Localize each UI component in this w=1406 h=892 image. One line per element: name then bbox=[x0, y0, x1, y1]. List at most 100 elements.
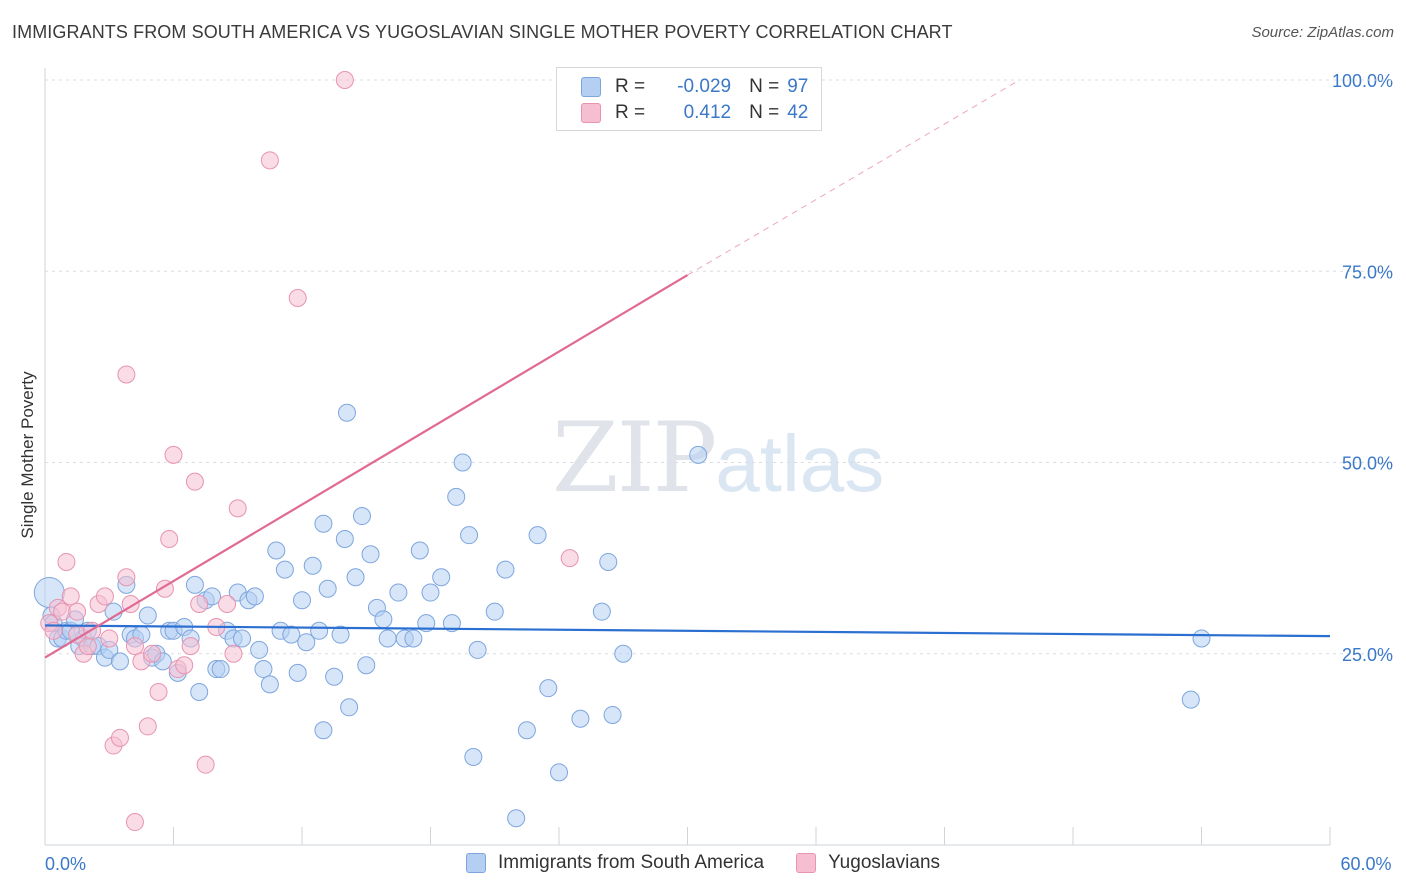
data-point bbox=[318, 579, 337, 598]
legend-swatch-pink bbox=[581, 103, 601, 123]
trend-line-yugoslavians bbox=[44, 274, 689, 659]
y-tick-label: 100.0% bbox=[1332, 71, 1393, 91]
data-point bbox=[539, 679, 558, 698]
data-point bbox=[185, 472, 204, 491]
data-point bbox=[164, 445, 183, 464]
series-legend-south-america[interactable]: Immigrants from South America bbox=[465, 852, 765, 874]
legend-n-label: N = bbox=[749, 76, 780, 97]
data-point bbox=[282, 625, 301, 644]
y-tick-label: 50.0% bbox=[1342, 454, 1393, 474]
data-point bbox=[447, 487, 466, 506]
watermark-zip: ZIP bbox=[552, 402, 717, 514]
data-point bbox=[340, 698, 359, 717]
data-point bbox=[421, 583, 440, 602]
data-point bbox=[53, 602, 72, 621]
data-point bbox=[507, 809, 526, 828]
data-point bbox=[293, 591, 311, 610]
data-point bbox=[410, 541, 429, 560]
data-point bbox=[125, 637, 144, 656]
data-point bbox=[464, 748, 483, 767]
data-point bbox=[117, 568, 136, 587]
trend-extension-yugoslavians bbox=[687, 79, 1020, 276]
data-point bbox=[468, 640, 487, 659]
x-tick-label: 60.0% bbox=[1340, 854, 1391, 874]
data-point bbox=[460, 526, 479, 545]
watermark: ZIPatlas bbox=[552, 402, 884, 514]
data-point bbox=[260, 151, 279, 170]
legend-n-value: 97 bbox=[787, 76, 809, 97]
data-point bbox=[592, 602, 611, 621]
data-point bbox=[250, 640, 269, 659]
data-point bbox=[374, 610, 393, 629]
legend-r-value: 0.412 bbox=[683, 102, 732, 123]
legend-n-label: N = bbox=[749, 102, 780, 123]
data-point bbox=[361, 545, 380, 564]
data-point bbox=[603, 705, 622, 724]
data-point bbox=[68, 602, 87, 621]
data-point bbox=[297, 633, 316, 652]
data-point bbox=[110, 652, 129, 671]
legend-row-yugoslavians: R = 0.412 N = 42 bbox=[581, 101, 808, 125]
legend-n-value: 42 bbox=[787, 102, 809, 123]
data-point bbox=[485, 602, 504, 621]
data-point bbox=[571, 709, 590, 728]
data-point bbox=[357, 656, 376, 675]
data-point bbox=[143, 644, 162, 663]
data-point bbox=[389, 583, 408, 602]
data-point bbox=[303, 556, 322, 575]
data-point bbox=[378, 629, 397, 648]
data-point bbox=[614, 644, 633, 663]
legend-r-value: -0.029 bbox=[677, 76, 732, 97]
data-point bbox=[245, 587, 264, 606]
data-point bbox=[100, 629, 119, 648]
data-point bbox=[314, 514, 333, 533]
data-point bbox=[496, 560, 515, 579]
chart-title: IMMIGRANTS FROM SOUTH AMERICA VS YUGOSLA… bbox=[12, 22, 953, 42]
data-point bbox=[335, 530, 354, 548]
data-point bbox=[442, 614, 461, 633]
series-legend-yugoslavians[interactable]: Yugoslavians bbox=[796, 852, 940, 874]
series-label: Immigrants from South America bbox=[497, 852, 765, 873]
data-point bbox=[560, 549, 579, 568]
data-point bbox=[254, 660, 273, 679]
series-label: Yugoslavians bbox=[828, 852, 941, 873]
data-point bbox=[190, 595, 209, 614]
legend-row-south-america: R = -0.029 N = 97 bbox=[581, 75, 808, 99]
data-point bbox=[125, 813, 144, 832]
data-point bbox=[218, 595, 237, 614]
data-point bbox=[417, 614, 436, 633]
data-point bbox=[196, 755, 215, 774]
data-point bbox=[331, 625, 350, 644]
data-point bbox=[689, 445, 708, 464]
data-point bbox=[267, 541, 286, 560]
data-point bbox=[117, 365, 136, 384]
data-point bbox=[550, 763, 568, 782]
data-point bbox=[310, 621, 329, 640]
y-tick-label: 25.0% bbox=[1342, 645, 1393, 665]
data-point bbox=[1192, 629, 1211, 648]
data-point bbox=[57, 552, 76, 571]
data-point bbox=[346, 568, 365, 587]
data-point bbox=[325, 667, 344, 686]
data-point bbox=[138, 717, 157, 736]
legend-r-label: R = bbox=[615, 76, 646, 97]
legend-swatch-blue bbox=[581, 77, 601, 97]
data-point bbox=[288, 289, 307, 308]
data-point bbox=[211, 660, 230, 679]
data-point bbox=[95, 587, 114, 606]
data-point bbox=[61, 587, 80, 606]
data-point bbox=[528, 526, 547, 545]
data-point bbox=[233, 629, 252, 648]
data-point bbox=[288, 663, 307, 682]
data-point bbox=[110, 728, 129, 747]
data-point bbox=[453, 453, 472, 472]
series-swatch-blue bbox=[465, 853, 486, 873]
source-credit: Source: ZipAtlas.com bbox=[1251, 24, 1394, 41]
data-point bbox=[181, 637, 200, 656]
data-point bbox=[275, 560, 294, 579]
data-point bbox=[599, 552, 618, 571]
data-point bbox=[260, 675, 279, 694]
data-point bbox=[224, 644, 243, 663]
trend-line-south-america bbox=[44, 624, 1331, 638]
